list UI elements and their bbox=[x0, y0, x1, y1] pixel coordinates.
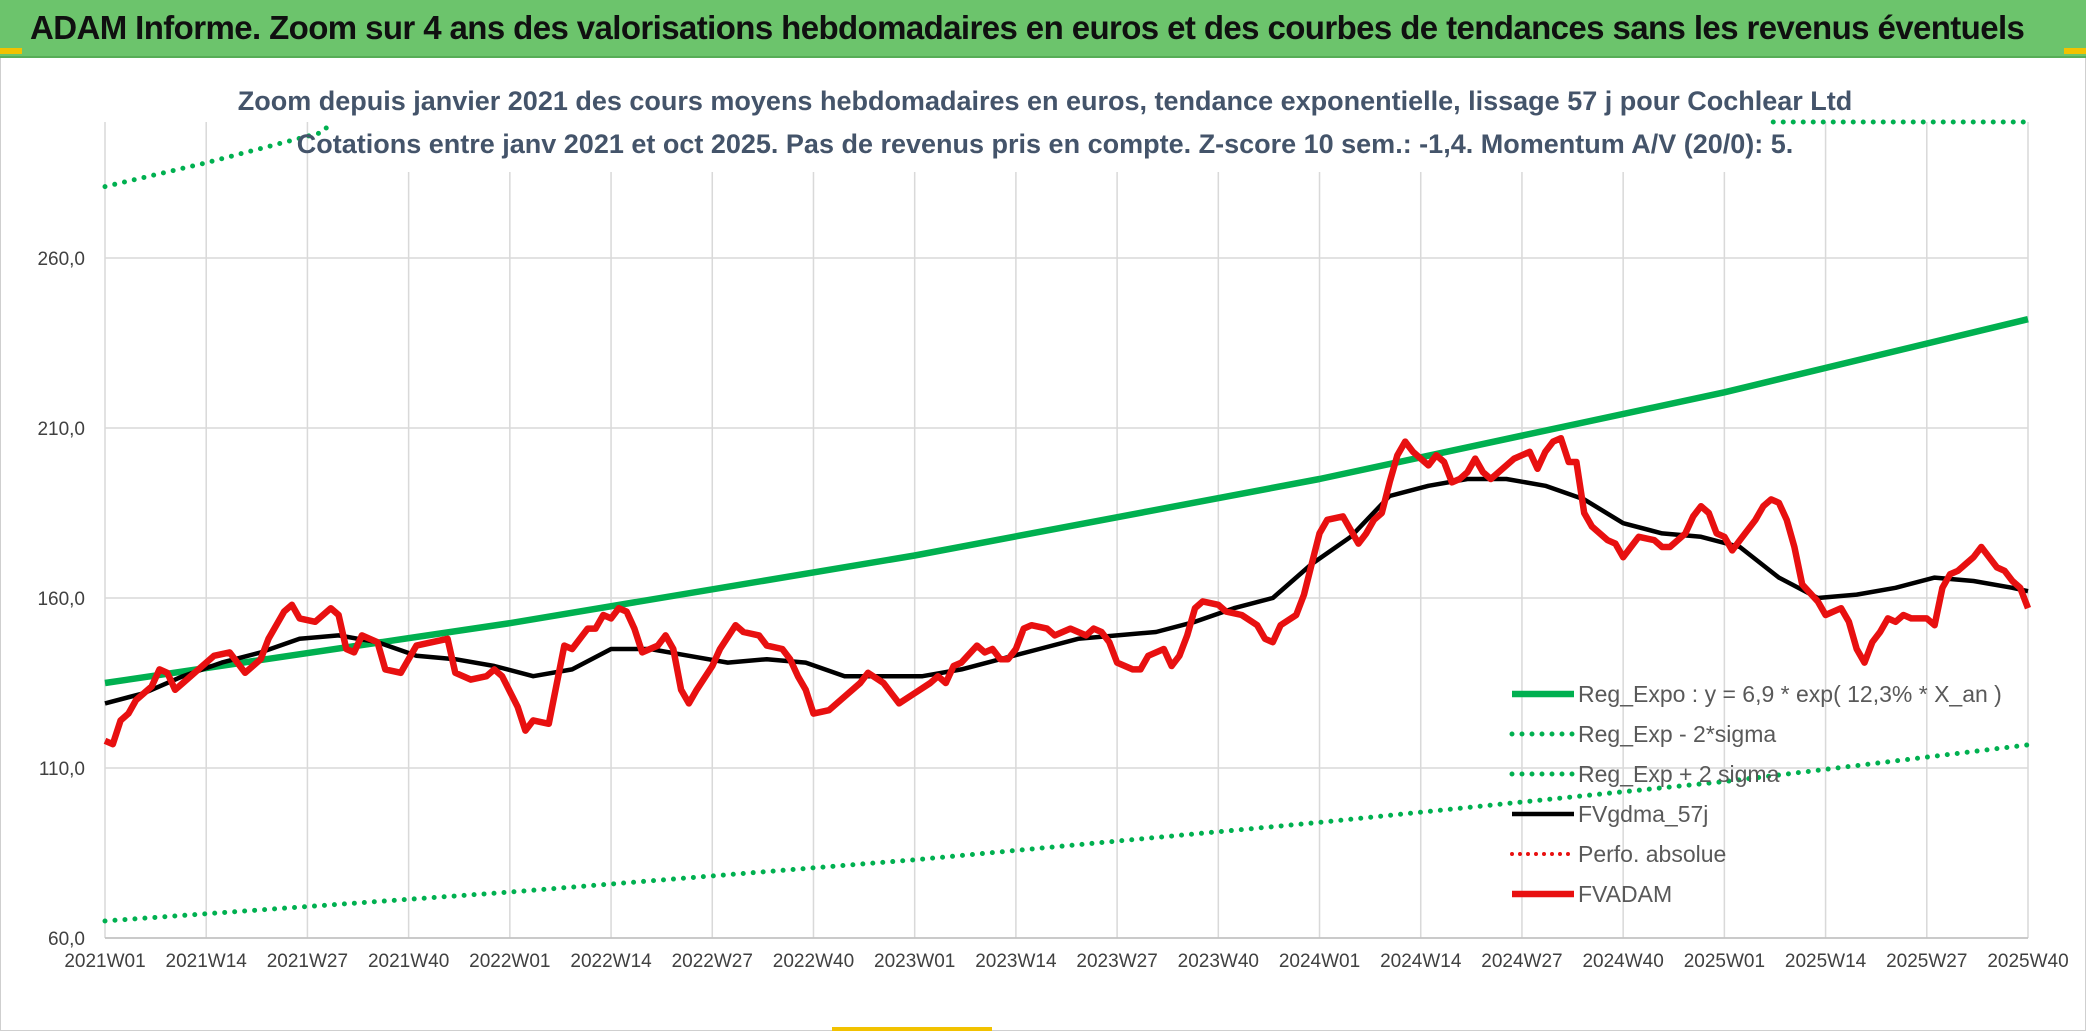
header-accent-left bbox=[0, 48, 22, 54]
x-tick-label: 2025W01 bbox=[1684, 951, 1765, 972]
series-line-reg-expo-y-6-9-exp-12-3-x-an bbox=[104, 316, 2029, 687]
series-line-reg-exp-2-sigma bbox=[102, 119, 2031, 190]
x-tick-label: 2025W14 bbox=[1785, 951, 1867, 972]
y-tick-label: 260,0 bbox=[37, 249, 85, 270]
x-tick-label: 2021W14 bbox=[166, 951, 248, 972]
x-tick-label: 2025W27 bbox=[1886, 951, 1967, 972]
x-tick-label: 2021W01 bbox=[64, 951, 145, 972]
x-tick-label: 2022W27 bbox=[672, 951, 753, 972]
legend-label: Reg_Exp + 2 sigma bbox=[1578, 761, 1780, 787]
x-tick-label: 2021W40 bbox=[368, 951, 449, 972]
chart-legend: Reg_Expo : y = 6,9 * exp( 12,3% * X_an )… bbox=[1509, 681, 2002, 907]
header-bar: ADAM Informe. Zoom sur 4 ans des valoris… bbox=[0, 0, 2086, 58]
y-tick-label: 110,0 bbox=[39, 759, 85, 780]
x-tick-label: 2024W40 bbox=[1582, 951, 1663, 972]
axis-layer: 60,0 110,0 160,0 210,0 260,0 2021W01 2021W14 20… bbox=[37, 249, 2068, 972]
legend-label: Perfo. absolue bbox=[1578, 841, 1726, 867]
page-title: ADAM Informe. Zoom sur 4 ans des valoris… bbox=[30, 9, 2025, 46]
x-tick-label: 2024W14 bbox=[1380, 951, 1462, 972]
x-tick-label: 2023W40 bbox=[1178, 951, 1259, 972]
legend-label: Reg_Exp - 2*sigma bbox=[1578, 721, 1776, 747]
x-tick-label: 2022W01 bbox=[469, 951, 550, 972]
x-tick-label: 2023W01 bbox=[874, 951, 955, 972]
chart-title: Zoom depuis janvier 2021 des cours moyen… bbox=[238, 86, 1853, 116]
y-tick-label: 60,0 bbox=[48, 929, 85, 950]
y-tick-label: 210,0 bbox=[37, 419, 85, 440]
series-line-reg-exp-2-sigma bbox=[102, 742, 2031, 924]
chart-title-background bbox=[330, 76, 1770, 172]
x-tick-label: 2023W27 bbox=[1076, 951, 1157, 972]
y-tick-label: 160,0 bbox=[37, 589, 85, 610]
legend-label: FVADAM bbox=[1578, 881, 1672, 907]
x-tick-label: 2022W40 bbox=[773, 951, 854, 972]
title-layer: Zoom depuis janvier 2021 des cours moyen… bbox=[238, 76, 1853, 172]
x-tick-label: 2025W40 bbox=[1987, 951, 2068, 972]
series-line-fvadam bbox=[103, 434, 2032, 748]
header-accent-right bbox=[2064, 48, 2086, 54]
series-layer bbox=[102, 119, 2032, 924]
x-tick-label: 2023W14 bbox=[975, 951, 1057, 972]
x-tick-label: 2024W01 bbox=[1279, 951, 1360, 972]
bottom-accent bbox=[832, 1027, 992, 1031]
x-tick-label: 2024W27 bbox=[1481, 951, 1562, 972]
legend-label: FVgdma_57j bbox=[1578, 801, 1708, 827]
chart-subtitle: Cotations entre janv 2021 et oct 2025. P… bbox=[297, 129, 1794, 159]
legend-label: Reg_Expo : y = 6,9 * exp( 12,3% * X_an ) bbox=[1578, 681, 2002, 707]
x-tick-label: 2022W14 bbox=[570, 951, 652, 972]
x-tick-label: 2021W27 bbox=[267, 951, 348, 972]
